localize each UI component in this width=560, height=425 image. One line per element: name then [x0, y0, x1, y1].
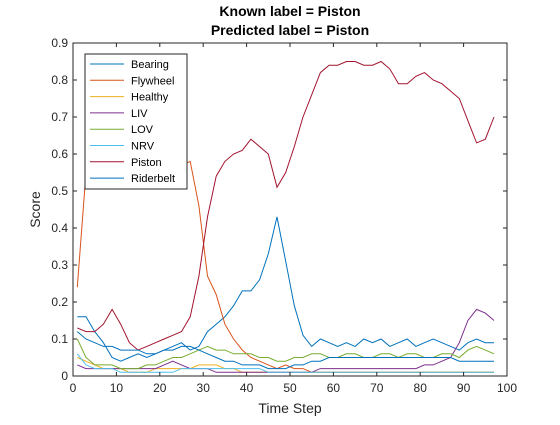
x-tick-label: 60 [327, 381, 341, 395]
series-line-nrv [76, 353, 494, 373]
y-tick-label: 0.1 [51, 332, 68, 346]
x-axis: 0 10 20 30 40 50 60 70 80 90 100 [70, 43, 517, 395]
y-tick-label: 0.2 [51, 295, 68, 309]
y-tick-label: 0.6 [51, 147, 68, 161]
series-line-piston [77, 60, 495, 351]
legend-label-lov: LOV [131, 124, 154, 136]
y-tick-label: 0.5 [51, 184, 68, 198]
x-tick-label: 100 [497, 381, 517, 395]
x-tick-label: 10 [110, 381, 124, 395]
series-line-lov [76, 338, 495, 370]
y-tick-label: 0.8 [51, 73, 68, 87]
legend-label-piston: Piston [131, 157, 162, 169]
legend-box [84, 53, 188, 190]
x-tick-label: 80 [414, 381, 428, 395]
x-tick-label: 90 [457, 381, 471, 395]
x-tick-label: 40 [240, 381, 254, 395]
chart-title: Known label = Piston [219, 3, 360, 19]
y-tick-label: 0 [61, 369, 68, 383]
y-tick-label: 0.7 [51, 110, 68, 124]
x-tick-label: 20 [153, 381, 167, 395]
y-tick-label: 0.9 [51, 36, 68, 50]
legend-label-flywheel: Flywheel [131, 75, 174, 87]
x-tick-label: 70 [370, 381, 384, 395]
x-axis-label: Time Step [258, 400, 321, 416]
legend-label-healthy: Healthy [131, 92, 169, 104]
legend: Bearing Flywheel Healthy LIV LOV NRV Piston Rid… [84, 53, 188, 190]
legend-label-bearing: Bearing [131, 59, 169, 71]
chart-subtitle: Predicted label = Piston [211, 22, 369, 38]
legend-label-liv: LIV [131, 108, 148, 120]
legend-label-nrv: NRV [131, 141, 155, 153]
x-tick-label: 0 [70, 381, 77, 395]
series-line-bearing [77, 216, 494, 362]
series-line-liv [77, 308, 495, 373]
x-tick-label: 50 [283, 381, 297, 395]
y-tick-label: 0.3 [51, 258, 68, 272]
x-tick-label: 30 [197, 381, 211, 395]
series-line-riderbelt [76, 331, 494, 370]
y-axis-label: Score [27, 191, 43, 228]
y-axis: 0 0.1 0.2 0.3 0.4 0.5 0.6 0.7 0.8 0.9 [51, 36, 507, 383]
y-tick-label: 0.4 [51, 221, 68, 235]
legend-label-riderbelt: Riderbelt [131, 173, 175, 185]
